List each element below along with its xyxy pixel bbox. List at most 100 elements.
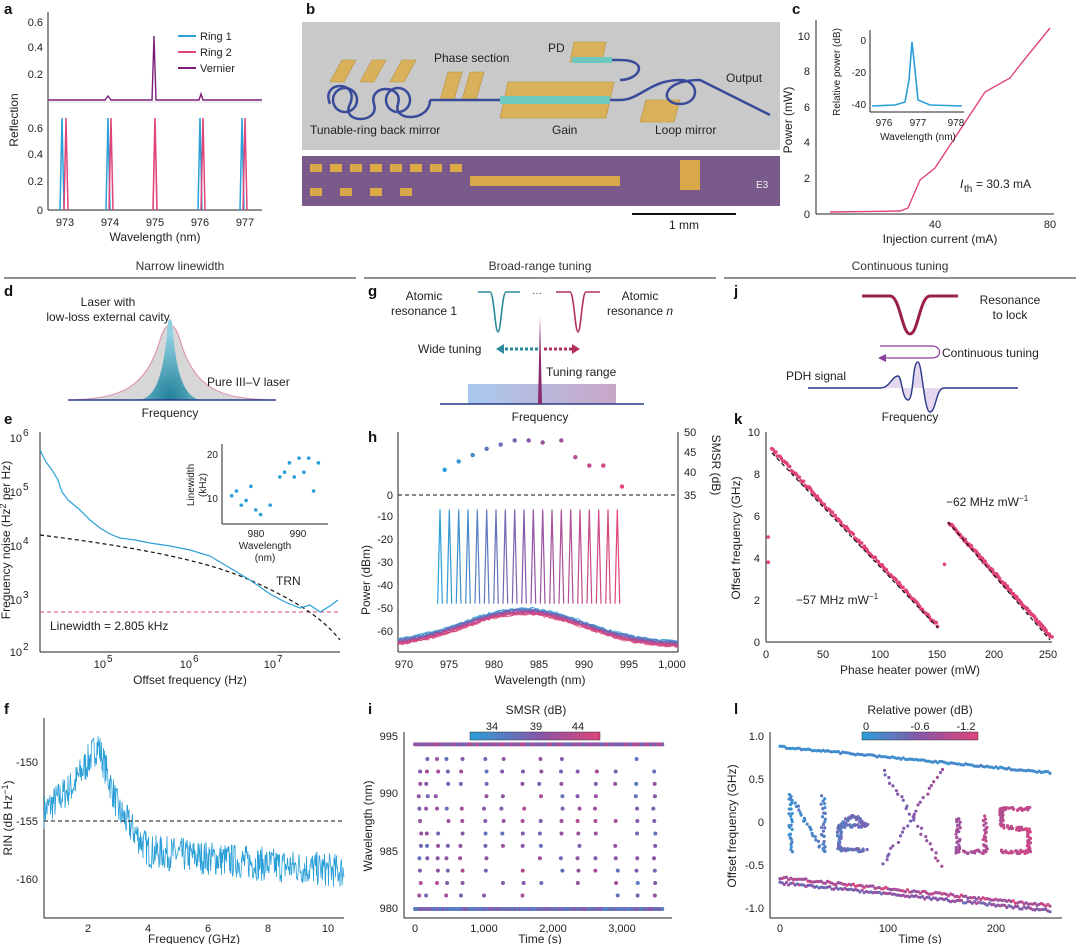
k-point xyxy=(830,510,835,515)
e-ytick-base: 10 xyxy=(10,487,22,499)
i-point xyxy=(419,831,424,836)
h-background-spectrum xyxy=(397,610,679,647)
i-point xyxy=(483,843,488,848)
l-point xyxy=(1015,851,1019,855)
c-ytick: 6 xyxy=(804,102,810,114)
l-point xyxy=(935,775,939,780)
l-point xyxy=(984,821,988,825)
l-point xyxy=(1021,849,1025,854)
i-point xyxy=(520,819,525,824)
k-xtick: 150 xyxy=(928,649,946,661)
e-xtick-exp: 7 xyxy=(277,654,283,665)
l-point xyxy=(981,819,985,823)
i-point xyxy=(520,893,525,898)
d-xlabel: Frequency xyxy=(142,406,199,420)
l-point xyxy=(888,781,892,785)
l-colorbar-title: Relative power (dB) xyxy=(867,703,972,717)
l-xlabel: Time (s) xyxy=(898,932,942,944)
l-point xyxy=(784,880,789,885)
h-smsr-point xyxy=(526,438,531,443)
l-point xyxy=(1015,828,1019,832)
k-point xyxy=(1044,628,1048,632)
l-point xyxy=(834,882,838,886)
l-point xyxy=(843,817,848,821)
i-point xyxy=(434,757,439,762)
h-xtick: 980 xyxy=(485,659,503,671)
l-point xyxy=(871,884,875,888)
panel-f: f -150 -155 -160 RIN (dB Hz−1) 2 4 6 8 1… xyxy=(0,701,345,944)
e-xtick-base: 10 xyxy=(180,659,192,671)
e-inset-point xyxy=(253,508,258,512)
i-point xyxy=(460,819,465,824)
k-point xyxy=(787,464,792,469)
f-ytick: -155 xyxy=(16,816,38,828)
l-point xyxy=(919,832,923,836)
h-lasing-peak xyxy=(465,509,471,604)
c-xtick: 40 xyxy=(929,219,941,231)
i-point xyxy=(635,856,640,861)
l-point xyxy=(999,820,1003,824)
i-point xyxy=(635,893,640,898)
i-point xyxy=(538,819,543,824)
c-inset-xtick: 976 xyxy=(876,118,893,129)
k-ytick: 2 xyxy=(754,595,760,607)
l-point xyxy=(1048,904,1052,908)
k-point xyxy=(894,577,898,582)
e-ytick-exp: 5 xyxy=(23,482,29,493)
i-xtick: 3,000 xyxy=(608,923,636,935)
e-ytick-exp: 6 xyxy=(23,428,29,439)
k-point xyxy=(942,562,947,567)
l-point xyxy=(889,846,893,850)
i-point xyxy=(424,806,429,811)
i-point xyxy=(613,856,618,861)
l-point xyxy=(790,798,794,803)
l-point xyxy=(1023,851,1027,856)
l-point xyxy=(1044,904,1048,908)
k-ylabel: Offset frequency (GHz) xyxy=(729,476,743,599)
l-point xyxy=(1017,828,1021,833)
i-point xyxy=(484,781,489,786)
l-point xyxy=(1048,910,1052,914)
section-continuous-tuning: Continuous tuning xyxy=(852,259,949,273)
l-ytick: -0.5 xyxy=(745,860,764,872)
l-point xyxy=(782,882,786,887)
l-point xyxy=(789,845,793,849)
i-point xyxy=(653,843,658,848)
i-ytick: 990 xyxy=(380,788,398,800)
l-point xyxy=(905,888,910,892)
i-point xyxy=(660,906,665,911)
a-ytick: 0 xyxy=(37,205,43,217)
j-pdh-curve xyxy=(808,361,1018,413)
h-lasing-peak xyxy=(530,509,537,604)
panel-letter-d: d xyxy=(4,283,13,300)
h-lasing-peak xyxy=(567,509,574,604)
h-smsr-point xyxy=(484,446,489,451)
section-narrow-linewidth: Narrow linewidth xyxy=(136,259,225,273)
h-lasing-peak xyxy=(474,509,481,604)
i-point xyxy=(575,856,580,861)
k-point xyxy=(774,450,778,454)
c-xlabel: Injection current (mA) xyxy=(883,232,998,246)
k-point xyxy=(884,568,889,572)
h-smsr-point xyxy=(601,463,606,468)
l-ytick: -1.0 xyxy=(745,903,764,915)
i-point xyxy=(575,881,580,886)
section-headers: Narrow linewidth Broad-range tuning Cont… xyxy=(4,259,1076,279)
i-point xyxy=(435,868,440,873)
l-point xyxy=(916,803,920,807)
l-point xyxy=(1005,824,1010,828)
h-smsr-point xyxy=(470,452,475,458)
b-chip-label: E3 xyxy=(756,180,769,191)
l-point xyxy=(819,833,824,837)
e-xticks: 10 5 10 6 10 7 xyxy=(94,654,283,671)
h-lasing-peak xyxy=(539,509,546,604)
e-xlabel: Offset frequency (Hz) xyxy=(133,673,247,687)
f-ylabel: RIN (dB Hz−1) xyxy=(0,781,15,856)
e-ytick-base: 10 xyxy=(10,647,22,659)
g-xlabel: Frequency xyxy=(512,410,569,424)
h-ytick: -60 xyxy=(377,626,393,638)
h-y2label: SMSR (dB) xyxy=(709,435,723,496)
l-point xyxy=(969,850,973,854)
panel-d: d Laser with low-loss external cavity Pu… xyxy=(4,283,290,420)
i-point xyxy=(652,781,657,786)
